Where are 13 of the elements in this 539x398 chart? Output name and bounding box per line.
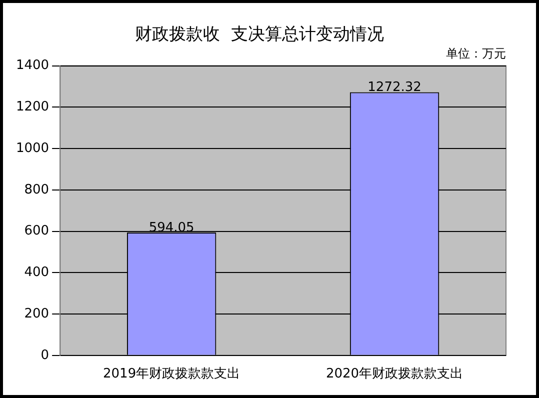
- y-tick-label: 200: [24, 306, 50, 322]
- y-tick-label: 1400: [16, 58, 50, 74]
- chart-subtitle: 单位：万元: [446, 46, 506, 61]
- y-tick-label: 0: [40, 348, 50, 363]
- y-tick-label: 800: [24, 182, 50, 198]
- data-label: 1272.32: [368, 80, 422, 96]
- y-tick-label: 600: [24, 224, 50, 239]
- x-tick-label: 2019年财政拨款款支出: [103, 366, 240, 382]
- y-tick-label: 400: [24, 265, 50, 280]
- x-tick-label: 2020年财政拨款款支出: [326, 366, 464, 382]
- y-tick-label: 1200: [16, 100, 50, 115]
- chart-title: 财政拨款收 支决算总计变动情况: [135, 24, 384, 45]
- y-tick-label: 1000: [16, 140, 50, 156]
